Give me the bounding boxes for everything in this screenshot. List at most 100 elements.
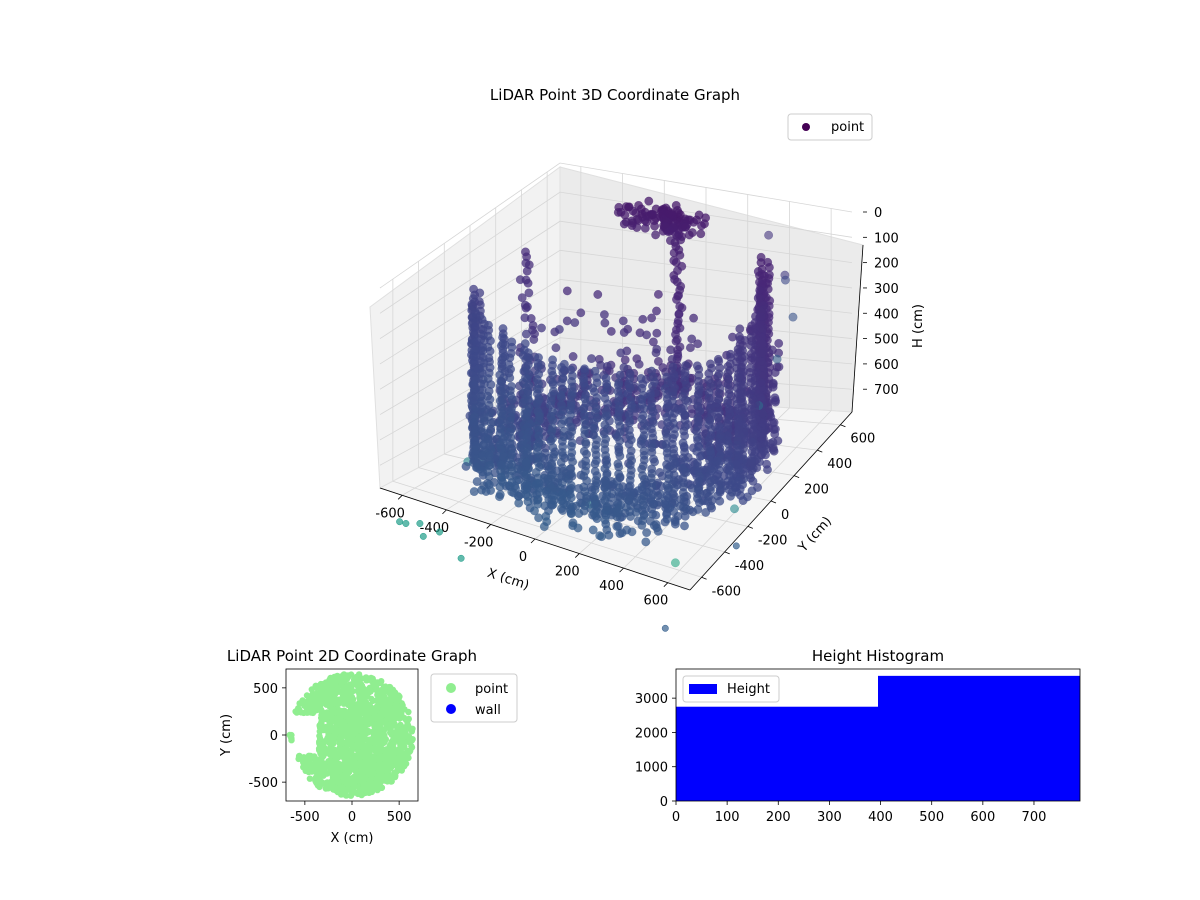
data-point-2d: [335, 700, 342, 708]
data-point-3d: [647, 504, 657, 514]
data-point-2d: [336, 744, 343, 752]
data-point-3d: [724, 415, 734, 424]
z-tick-label-3d: 300: [874, 282, 899, 297]
histogram-frame: [675, 668, 1081, 802]
data-point-3d: [671, 230, 681, 239]
data-point-3d: [697, 221, 706, 231]
x-tick-mark-3d: [619, 567, 624, 573]
legend-2d-label-wall: wall: [475, 703, 501, 718]
data-point-3d: [517, 293, 527, 303]
data-point-2d: [373, 697, 380, 704]
data-point-3d: [602, 492, 611, 501]
data-point-3d: [520, 300, 530, 310]
data-point-3d: [724, 466, 734, 476]
data-point-3d: [637, 482, 647, 492]
chart-3d-points: [396, 196, 798, 632]
data-point-3d: [566, 398, 576, 407]
data-point-2d: [345, 781, 352, 788]
histogram-bar: [676, 706, 878, 801]
histogram-bar: [878, 675, 1080, 801]
data-point-3d: [625, 369, 635, 379]
data-point-3d: [768, 418, 778, 428]
data-point-3d: [565, 500, 575, 510]
data-point-3d: [579, 378, 589, 388]
chart-2d-ticks: -500 0 500 -500 0 500: [248, 682, 411, 825]
data-point-3d: [680, 422, 690, 431]
y-tick-mark-3d: [724, 551, 730, 555]
data-point-2d: [305, 768, 312, 776]
legend-histogram-label: Height: [727, 682, 770, 697]
data-point-3d: [667, 354, 677, 364]
data-point-2d: [365, 689, 372, 697]
data-point-2d: [390, 754, 397, 761]
data-point-3d: [733, 344, 743, 354]
data-point-3d: [600, 420, 610, 430]
chart-2d: LiDAR Point 2D Coordinate Graph -500 0 500…: [219, 647, 518, 846]
data-point-3d: [616, 348, 626, 358]
data-point-3d: [634, 359, 644, 369]
legend-2d-label-point: point: [475, 682, 508, 697]
data-point-3d: [725, 359, 735, 369]
z-axis-line: [851, 244, 864, 413]
data-point-3d: [767, 345, 777, 355]
data-point-3d: [733, 373, 743, 382]
data-point-3d: [693, 376, 703, 386]
data-point-3d: [740, 335, 750, 345]
data-point-3d: [457, 554, 465, 562]
histogram-ticks: 0 100 200 300 400 500 600 700 0 1000 2000 3000: [635, 692, 1046, 825]
data-point-3d: [581, 456, 591, 466]
data-point-3d: [680, 511, 690, 521]
data-point-3d: [647, 464, 657, 474]
data-point-3d: [693, 339, 703, 349]
legend-histogram: Height: [682, 675, 780, 703]
data-point-3d: [685, 343, 695, 353]
data-point-3d: [650, 221, 660, 231]
data-point-3d: [723, 368, 733, 378]
data-point-3d: [522, 266, 532, 276]
data-point-2d: [362, 754, 369, 761]
data-point-3d: [653, 356, 663, 366]
data-point-2d: [286, 731, 293, 739]
data-point-3d: [541, 486, 551, 496]
chart-3d-ticks: -600-400-2000200400600-600-400-200020040…: [375, 206, 898, 609]
data-point-3d: [476, 423, 486, 433]
data-point-3d: [689, 313, 699, 323]
data-point-3d: [484, 320, 493, 330]
data-point-2d: [409, 725, 416, 732]
data-point-3d: [759, 446, 769, 456]
data-point-3d: [706, 477, 716, 486]
data-point-2d: [356, 741, 363, 749]
data-point-3d: [680, 375, 690, 385]
data-point-3d: [678, 473, 688, 483]
data-point-3d: [670, 558, 680, 568]
data-point-3d: [587, 354, 596, 364]
data-point-2d: [316, 722, 324, 729]
data-point-2d: [357, 720, 364, 727]
data-point-3d: [649, 454, 658, 464]
data-point-3d: [600, 393, 610, 403]
legend-3d: point: [787, 113, 873, 141]
data-point-3d: [419, 532, 427, 540]
data-point-3d: [484, 451, 494, 460]
data-point-3d: [416, 520, 424, 527]
data-point-2d: [354, 754, 362, 761]
data-point-2d: [358, 791, 365, 799]
data-point-3d: [580, 487, 590, 497]
data-point-3d: [734, 425, 743, 435]
data-point-3d: [557, 362, 566, 372]
data-point-3d: [579, 446, 589, 456]
chart-2d-points: [286, 671, 416, 799]
data-point-3d: [564, 417, 573, 427]
data-point-3d: [661, 624, 669, 632]
x-tick-label-hist: 300: [817, 810, 842, 825]
data-point-3d: [614, 504, 624, 514]
data-point-3d: [680, 447, 690, 457]
data-point-2d: [346, 760, 353, 767]
data-point-3d: [570, 318, 580, 328]
y-tick-label-3d: 600: [850, 432, 875, 447]
data-point-3d: [521, 258, 531, 268]
data-point-3d: [652, 328, 662, 338]
data-point-3d: [624, 379, 634, 389]
data-point-3d: [746, 378, 756, 388]
data-point-3d: [524, 427, 534, 437]
